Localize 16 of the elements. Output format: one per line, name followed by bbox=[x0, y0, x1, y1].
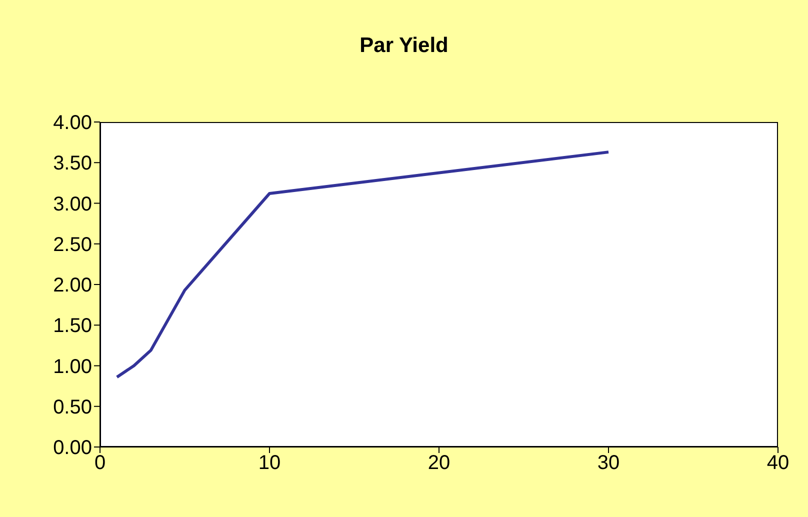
y-tick-label: 3.50 bbox=[53, 152, 92, 175]
chart-title: Par Yield bbox=[358, 34, 450, 58]
y-tick-label: 2.00 bbox=[53, 274, 92, 297]
x-tick-label: 20 bbox=[428, 452, 450, 474]
line-series bbox=[115, 150, 610, 379]
y-tick-label: 2.50 bbox=[53, 234, 92, 256]
x-tick-label: 30 bbox=[597, 452, 620, 474]
x-tick-label: 0 bbox=[94, 452, 106, 474]
y-tick-label: 0.00 bbox=[53, 437, 92, 460]
x-tick-label: 10 bbox=[258, 452, 281, 474]
y-tick-label: 3.00 bbox=[53, 193, 92, 216]
y-tick-label: 1.50 bbox=[53, 315, 92, 338]
x-tick-label: 40 bbox=[766, 452, 790, 474]
y-tick-label: 1.00 bbox=[53, 356, 92, 378]
y-tick-label: 0.50 bbox=[53, 396, 92, 418]
y-tick-label: 4.00 bbox=[53, 112, 92, 134]
